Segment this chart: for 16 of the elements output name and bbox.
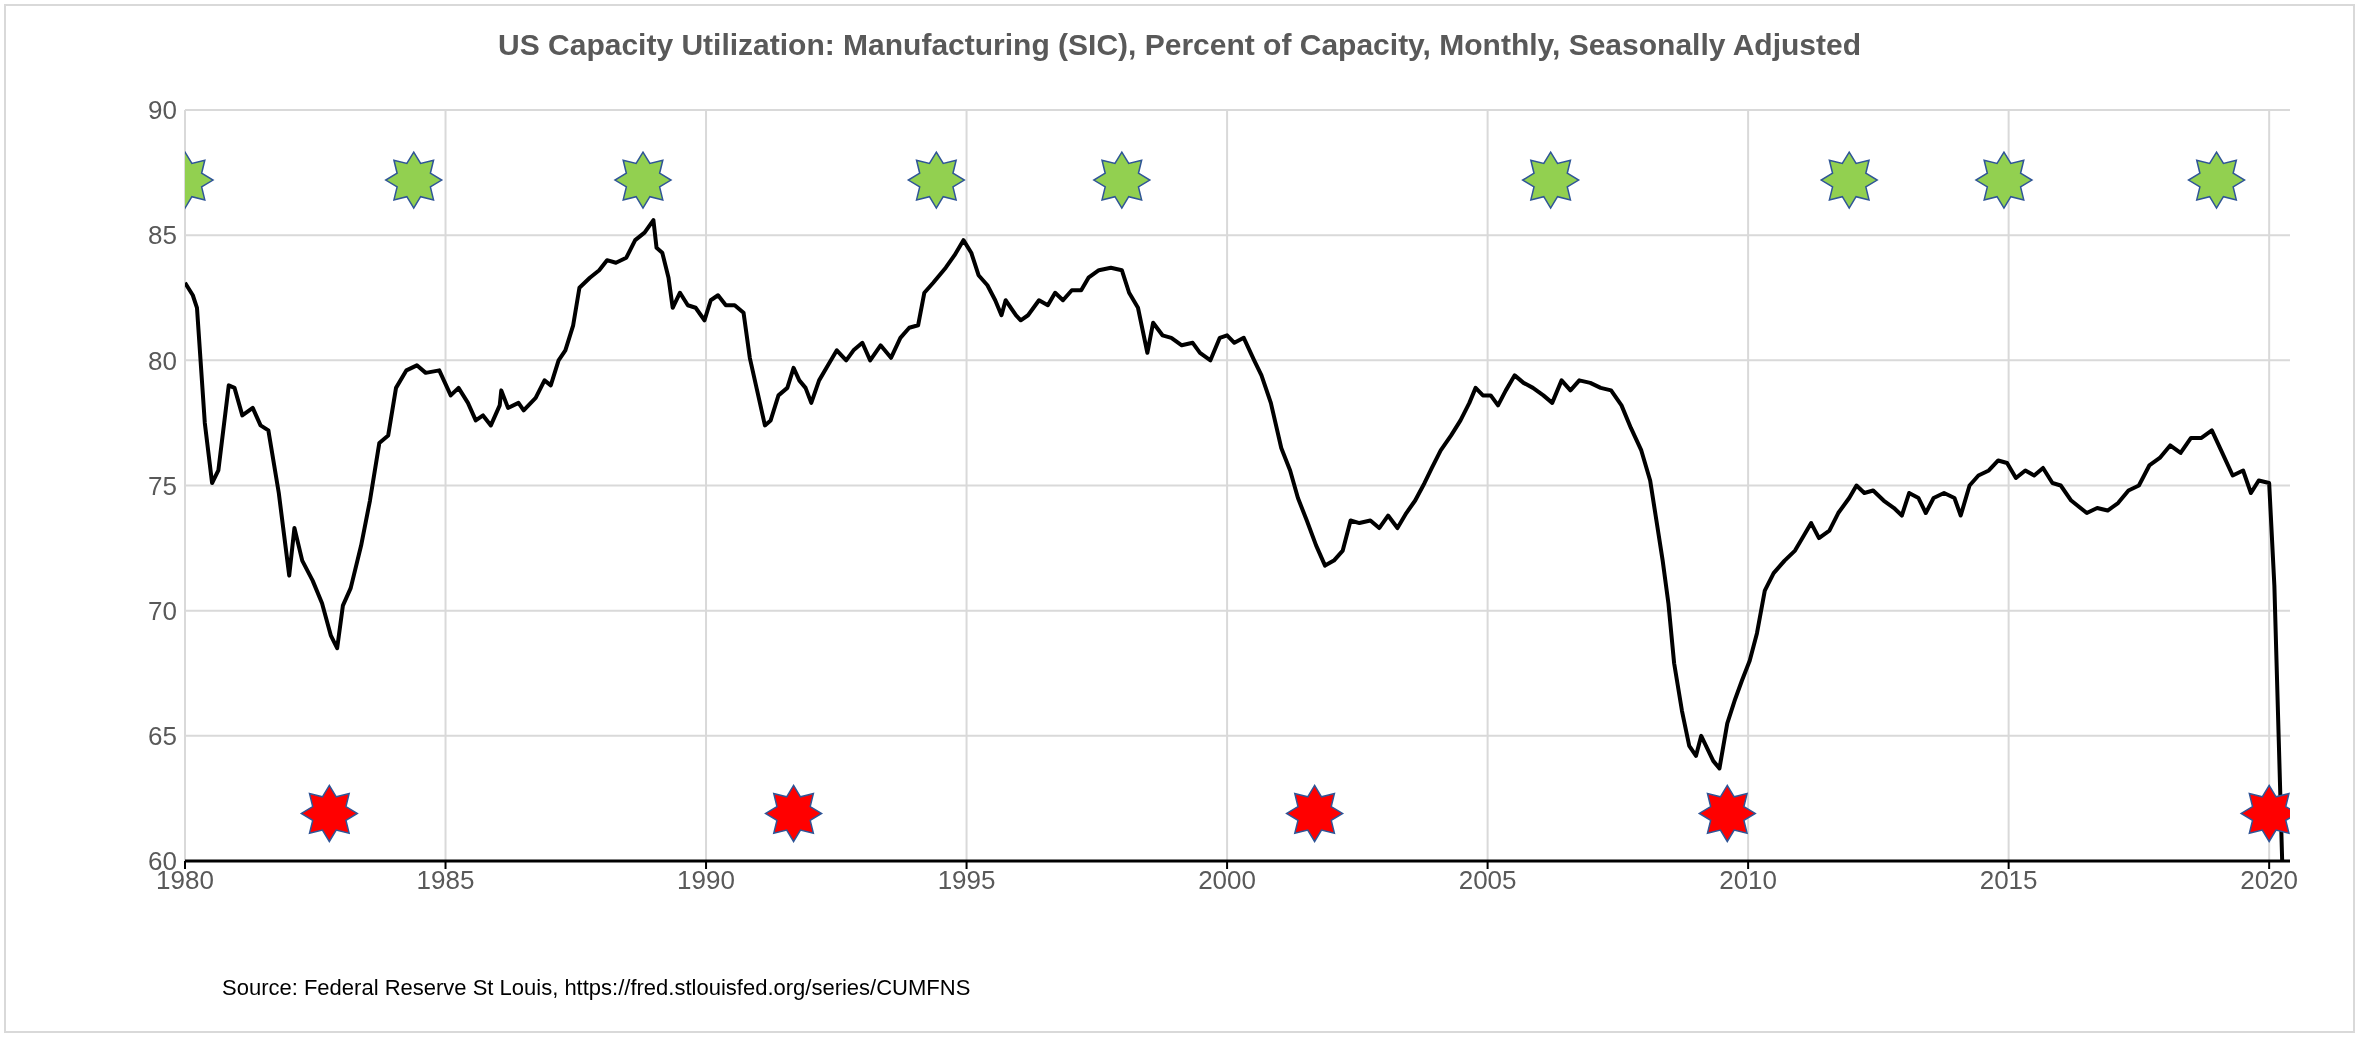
x-tick-label: 2005 <box>1458 865 1517 896</box>
chart-title: US Capacity Utilization: Manufacturing (SIC), Percent of Capacity, Monthly, Seasonally Adjusted <box>497 28 1862 62</box>
y-tick-label: 90 <box>148 95 177 126</box>
x-tick-label: 1995 <box>937 865 996 896</box>
x-tick-label: 2010 <box>1719 865 1778 896</box>
y-tick-label: 65 <box>148 721 177 752</box>
y-tick-label: 85 <box>148 220 177 251</box>
x-tick-label: 2020 <box>2240 865 2299 896</box>
source-note: Source: Federal Reserve St Louis, https://fred.stlouisfed.org/series/CUMFNS <box>222 975 971 1001</box>
y-tick-label: 80 <box>148 345 177 376</box>
x-tick-label: 1990 <box>677 865 735 896</box>
x-tick-label: 2000 <box>1198 865 1256 896</box>
x-tick-label: 2015 <box>1979 865 2038 896</box>
y-tick-label: 70 <box>148 595 177 626</box>
x-tick-label: 1985 <box>416 865 475 896</box>
y-tick-label: 75 <box>148 470 177 501</box>
